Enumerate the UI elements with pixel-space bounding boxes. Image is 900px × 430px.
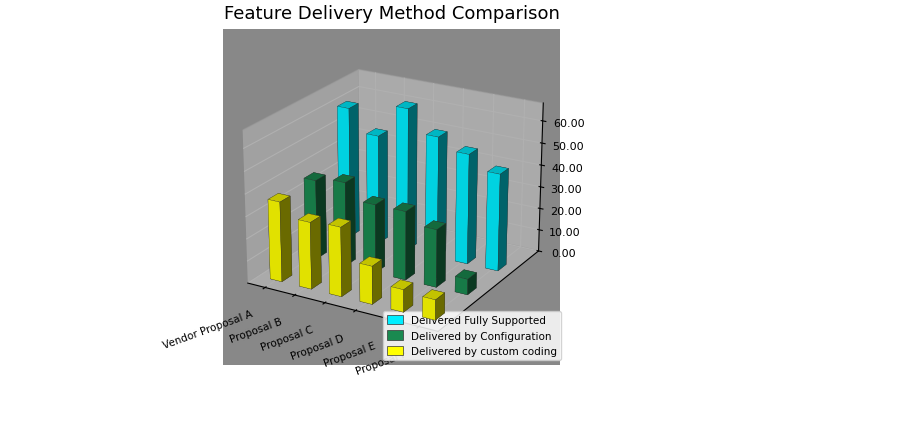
Legend: Delivered Fully Supported, Delivered by Configuration, Delivered by custom codin: Delivered Fully Supported, Delivered by … <box>382 311 561 360</box>
Title: Feature Delivery Method Comparison: Feature Delivery Method Comparison <box>223 5 560 23</box>
